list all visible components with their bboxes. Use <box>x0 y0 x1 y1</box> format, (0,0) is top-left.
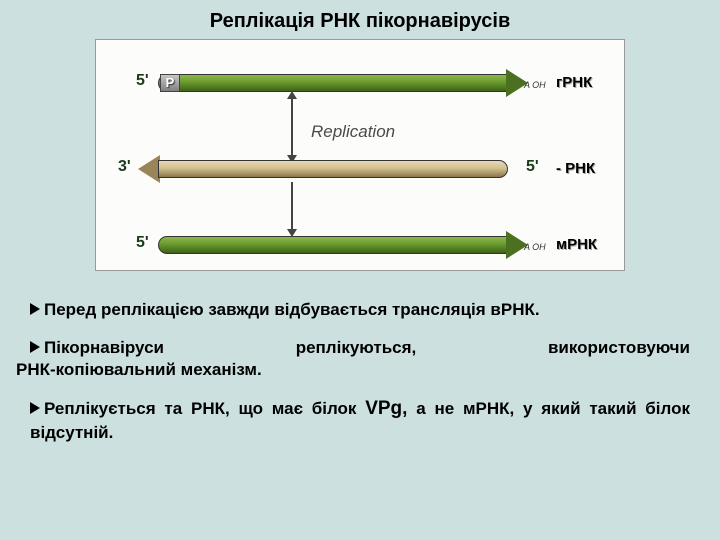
strand1-tail-label: A OH <box>524 80 546 90</box>
bullet-2-line2-text: РНК-копіювальний механізм. <box>16 360 262 379</box>
bullet-2-word3: використовуючи <box>548 338 690 357</box>
strand2-bar <box>158 160 508 178</box>
replication-diagram: 5' P A OH гРНК Replication 3' 5' - РНК 5… <box>95 39 625 271</box>
bullet-1-text: Перед реплікацією завжди відбувається тр… <box>44 300 540 319</box>
bullet-2: Пікорнавіруси реплікуються, використовую… <box>30 337 690 359</box>
strand3-5prime-label: 5' <box>136 234 149 252</box>
replication-text: Replication <box>311 122 395 142</box>
down-arrow <box>291 182 293 230</box>
strand3-type-label: мРНК <box>556 236 597 253</box>
vpg-protein-block: P <box>160 74 180 92</box>
bullet-2-word1: Пікорнавіруси <box>44 338 164 357</box>
slide-title: Реплікація РНК пікорнавірусів <box>0 0 720 39</box>
bullet-3-text-a: Реплікується та РНК, що має білок <box>44 399 365 418</box>
strand1-type-label: гРНК <box>556 74 592 91</box>
bullet-1: Перед реплікацією завжди відбувається тр… <box>30 299 690 321</box>
strand2-arrowhead <box>138 155 160 183</box>
bullet-3: Реплікується та РНК, що має білок VPg, а… <box>30 397 690 444</box>
replication-double-arrow <box>291 98 293 156</box>
bullet-2-line2: РНК-копіювальний механізм. <box>30 359 690 381</box>
strand2-type-label: - РНК <box>556 160 595 177</box>
bullet-text-block: Перед реплікацією завжди відбувається тр… <box>0 271 720 444</box>
strand3-tail-label: A OH <box>524 242 546 252</box>
bullet-2-word2: реплікуються, <box>296 338 417 357</box>
strand2-3prime-label: 3' <box>118 158 131 176</box>
bullet-3-vpg: VPg, <box>365 398 407 419</box>
strand3-bar <box>158 236 508 254</box>
strand1-5prime-label: 5' <box>136 72 149 90</box>
strand2-5prime-label: 5' <box>526 158 539 176</box>
strand1-bar <box>158 74 508 92</box>
